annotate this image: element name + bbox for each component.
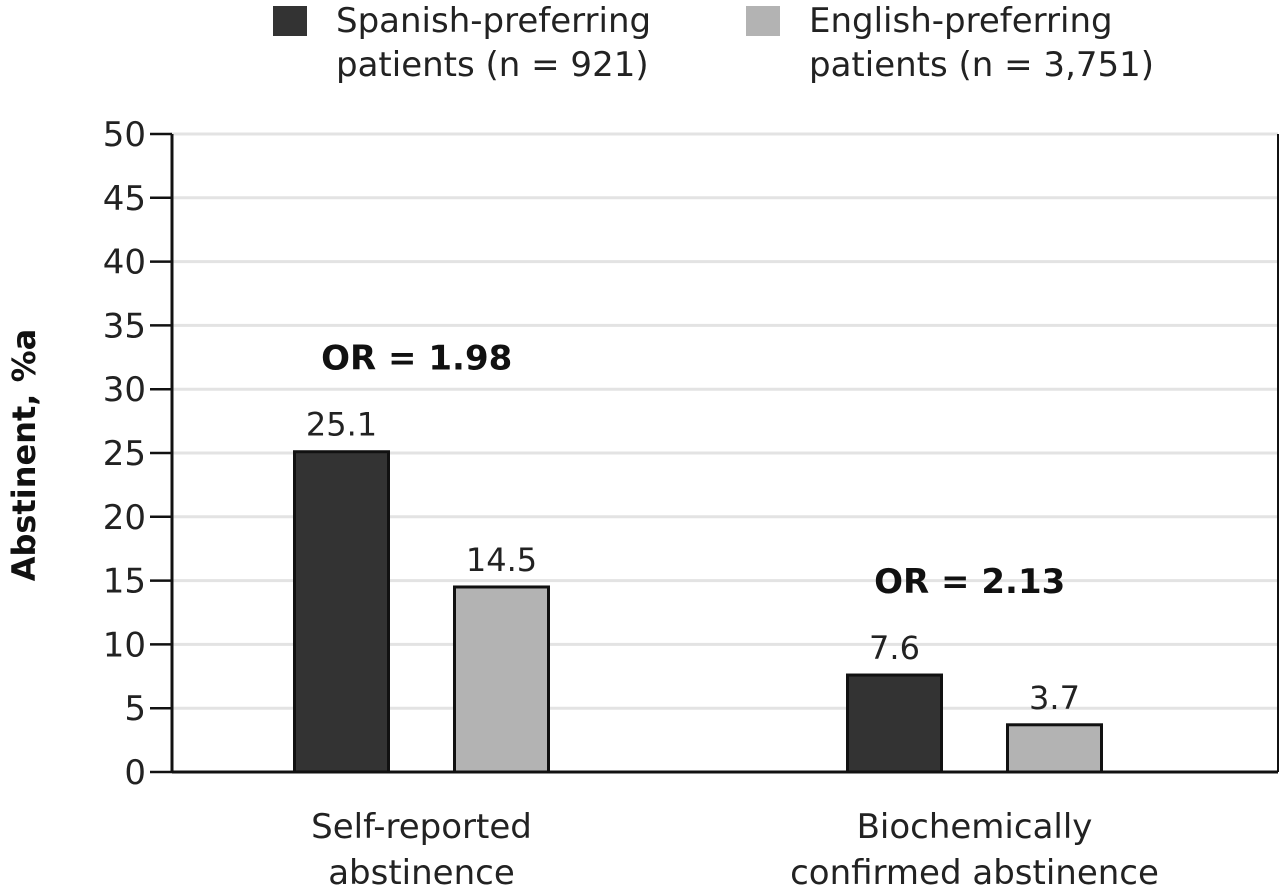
category-label: Self-reported abstinence <box>311 807 532 892</box>
data-label: 25.1 <box>306 406 377 444</box>
odds-ratio-annotation: OR = 1.98 <box>321 339 512 379</box>
legend-swatch <box>746 6 780 36</box>
legend-swatch <box>273 6 307 36</box>
legend-label: Spanish-preferring patients (n = 921) <box>336 1 651 85</box>
bar <box>453 585 550 774</box>
data-label: 7.6 <box>869 629 920 667</box>
legend-label: English-preferring patients (n = 3,751) <box>809 1 1154 85</box>
y-tick-label: 35 <box>103 306 146 346</box>
odds-ratio-annotation: OR = 2.13 <box>874 562 1065 602</box>
y-axis-label: Abstinent, %a <box>5 329 43 582</box>
y-tick-label: 15 <box>103 562 146 602</box>
category-label-line: Biochemically <box>857 807 1093 847</box>
bar <box>1006 723 1103 774</box>
y-tick-label: 0 <box>124 753 146 793</box>
axes <box>150 132 1279 774</box>
y-tick-label: 5 <box>124 689 146 729</box>
y-tick-label: 50 <box>103 115 146 155</box>
data-labels: 25.1 14.5 7.6 3.7 <box>306 406 1080 717</box>
y-tick-label: 20 <box>103 498 146 538</box>
category-label-line: Self-reported <box>311 807 532 847</box>
legend-label-line: patients (n = 3,751) <box>809 45 1154 85</box>
y-tick-label: 45 <box>103 179 146 219</box>
y-tick-label: 30 <box>103 370 146 410</box>
y-tick-label: 10 <box>103 625 146 665</box>
y-tick-label: 25 <box>103 434 146 474</box>
category-labels: Self-reported abstinence Biochemically conf… <box>311 807 1159 892</box>
category-label: Biochemically confirmed abstinence <box>790 807 1159 892</box>
legend-label-line: patients (n = 921) <box>336 45 649 85</box>
legend-label-line: English-preferring <box>809 1 1113 41</box>
bar <box>846 673 943 774</box>
y-tick-label: 40 <box>103 243 146 283</box>
legend: Spanish-preferring patients (n = 921) Engl… <box>273 1 1154 85</box>
annotations: OR = 1.98 OR = 2.13 <box>321 339 1065 602</box>
data-label: 14.5 <box>466 541 537 579</box>
data-label: 3.7 <box>1029 679 1080 717</box>
y-tick-labels: 0 5 10 15 20 25 30 35 40 45 50 <box>103 115 146 793</box>
bars <box>293 450 1103 774</box>
legend-label-line: Spanish-preferring <box>336 1 651 41</box>
category-label-line: abstinence <box>328 853 515 892</box>
bar <box>293 450 390 774</box>
category-label-line: confirmed abstinence <box>790 853 1159 892</box>
